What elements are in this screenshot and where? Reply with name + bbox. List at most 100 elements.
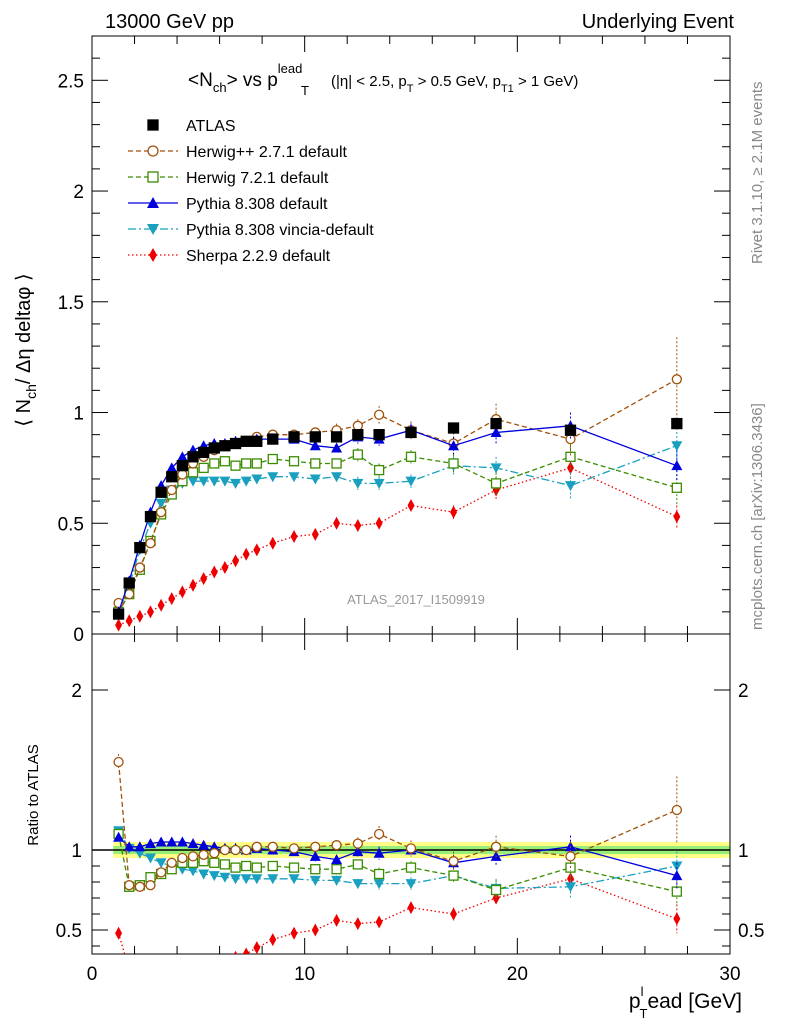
- x-tick-label: 20: [507, 964, 528, 985]
- legend-marker: [147, 171, 159, 183]
- x-axis-label: pl Tead [GeV]: [629, 984, 742, 1021]
- legend-label: Herwig++ 2.7.1 default: [186, 144, 348, 161]
- x-tick-label: 30: [719, 964, 740, 985]
- ratio-point: [155, 867, 167, 878]
- data-point: [242, 547, 250, 561]
- analysis-watermark: ATLAS_2017_I1509919: [347, 592, 485, 607]
- data-point: [373, 429, 385, 441]
- data-point: [267, 433, 279, 445]
- xlabel-part-1: p: [629, 990, 641, 1013]
- ratio-point: [224, 953, 225, 954]
- data-point: [241, 458, 252, 469]
- data-point: [671, 441, 683, 452]
- legend-item-herwig-7-2-1-default: Herwig 7.2.1 default: [128, 170, 329, 187]
- legend-label: ATLAS: [186, 118, 236, 135]
- ratio-point: [219, 844, 231, 856]
- data-point: [405, 476, 417, 487]
- ratio-point: [176, 836, 188, 847]
- ratio-point: [136, 972, 143, 985]
- ratio-point: [251, 841, 262, 852]
- data-point: [219, 456, 231, 467]
- data-point: [311, 527, 319, 541]
- ratio-point: [333, 913, 341, 927]
- data-point: [448, 440, 460, 451]
- data-point: [407, 499, 415, 513]
- series-atlas: [112, 417, 683, 620]
- ratio-point: [230, 862, 241, 873]
- data-point: [125, 614, 133, 628]
- ratio-series-pythia-8-308-default: [113, 831, 683, 889]
- ylabel-part-2: ch: [23, 384, 39, 399]
- ratio-point: [208, 841, 220, 852]
- ratio-series-herwig-2-7-1-default: [113, 754, 682, 892]
- ratio-point: [241, 844, 252, 856]
- data-point: [331, 442, 343, 453]
- data-point: [251, 458, 262, 469]
- ratio-point: [124, 880, 135, 891]
- ratio-y-tick-labels: 0.5 0.5 1 1 2 2: [56, 681, 765, 942]
- legend-marker: [147, 145, 159, 157]
- ratio-point: [450, 907, 458, 921]
- data-point: [565, 481, 576, 492]
- ylabel-part-3: / Δη deltaφ ⟩: [13, 273, 35, 384]
- main-y-tick-labels: 0 0.5 1 1.5 2 2.5: [58, 71, 84, 646]
- ratio-point: [166, 857, 177, 868]
- ratio-point: [144, 853, 156, 864]
- data-point: [200, 572, 208, 586]
- legend-item-herwig-2-7-1-default: Herwig++ 2.7.1 default: [128, 144, 348, 161]
- ratio-point: [331, 864, 342, 875]
- ratio-y-tick-label-right: 1: [738, 841, 749, 862]
- ratio-point: [331, 875, 343, 886]
- data-point: [176, 451, 188, 462]
- title-cuts-3: > 0.5 GeV, p: [414, 73, 501, 90]
- data-point: [373, 464, 385, 476]
- data-point: [155, 486, 167, 498]
- ratio-point: [126, 964, 133, 977]
- ratio-point: [155, 858, 167, 869]
- main-y-tick-label: 0.5: [58, 514, 84, 535]
- ratio-point: [671, 870, 683, 881]
- ratio-y-tick-label-left: 2: [71, 681, 82, 702]
- data-point: [565, 451, 576, 462]
- legend-item-pythia-8-308-vincia-default: Pythia 8.308 vincia-default: [128, 222, 374, 239]
- ratio-point: [177, 852, 188, 864]
- title-part-2: ch: [213, 80, 227, 95]
- data-point: [352, 420, 363, 431]
- ratio-point: [331, 854, 343, 865]
- ratio-point: [219, 872, 231, 883]
- data-point: [176, 460, 189, 472]
- x-tick-label: 0: [87, 964, 98, 985]
- data-point: [564, 424, 577, 436]
- ratio-point: [671, 886, 682, 897]
- ratio-point: [113, 831, 125, 842]
- ratio-point: [448, 856, 459, 867]
- ratio-point: [288, 843, 300, 854]
- ratio-point: [565, 882, 576, 893]
- data-point: [288, 431, 300, 443]
- data-point: [187, 451, 199, 463]
- ratio-axis-ticks: [91, 634, 731, 954]
- ratio-point: [352, 879, 364, 890]
- data-point: [671, 482, 682, 493]
- data-point: [209, 458, 220, 469]
- ratio-point: [147, 972, 154, 985]
- data-point: [240, 476, 252, 487]
- ratio-series-layer: [113, 754, 683, 985]
- data-point: [490, 463, 502, 474]
- data-point: [671, 417, 683, 430]
- ratio-point: [331, 840, 342, 851]
- data-point: [373, 478, 385, 489]
- data-point: [229, 437, 242, 450]
- ratio-point: [134, 841, 146, 852]
- data-point: [198, 476, 210, 487]
- ratio-point: [405, 843, 417, 854]
- data-point: [309, 431, 321, 443]
- ratio-point: [310, 864, 321, 875]
- ratio-point: [309, 850, 321, 861]
- data-point: [333, 516, 341, 530]
- ratio-point: [123, 841, 135, 852]
- ratio-point: [158, 970, 165, 983]
- data-point: [288, 456, 300, 467]
- ratio-point: [209, 848, 220, 859]
- data-point: [310, 458, 321, 469]
